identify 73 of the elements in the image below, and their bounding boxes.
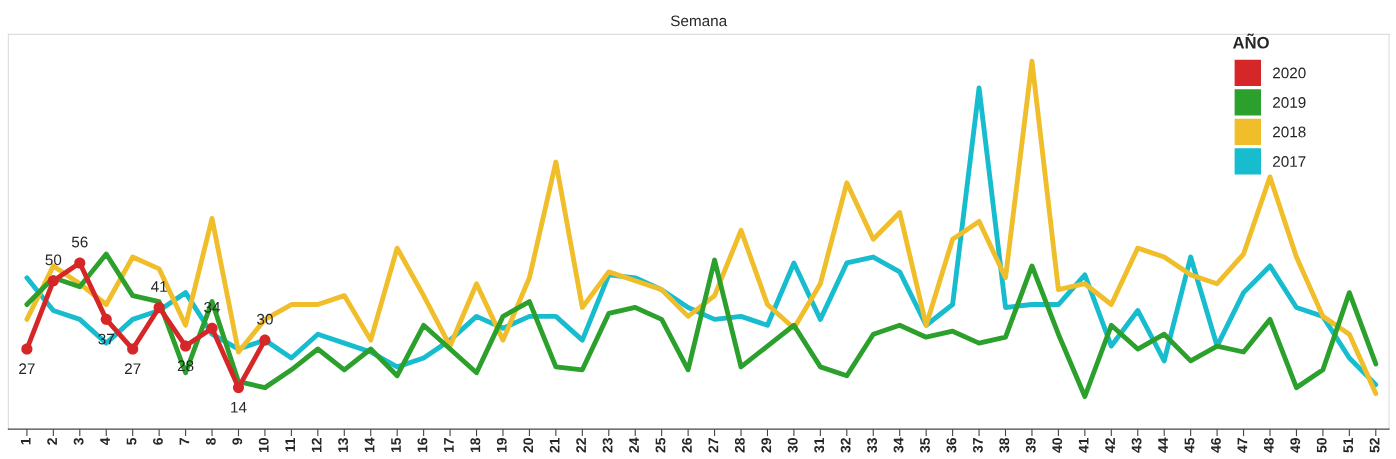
point bbox=[127, 343, 139, 355]
x-tick-label: 15 bbox=[391, 437, 401, 453]
x-tick-label: 47 bbox=[1237, 438, 1248, 453]
x-tick-label: 51 bbox=[1343, 437, 1354, 453]
legend-label: 2020 bbox=[1273, 67, 1306, 79]
data-label: 27 bbox=[19, 363, 35, 374]
x-tick-label: 9 bbox=[232, 438, 243, 445]
x-tick-label: 21 bbox=[549, 437, 560, 453]
x-tick-label: 24 bbox=[629, 437, 639, 453]
data-label: 14 bbox=[231, 402, 247, 413]
x-tick-label: 46 bbox=[1210, 438, 1221, 453]
x-tick-label: 23 bbox=[602, 438, 613, 453]
x-tick-label: 27 bbox=[708, 438, 719, 453]
point bbox=[206, 322, 218, 334]
x-tick-label: 19 bbox=[496, 438, 507, 453]
x-tick-label: 35 bbox=[920, 437, 930, 453]
data-label: 30 bbox=[257, 313, 273, 325]
x-tick-label: 40 bbox=[1052, 438, 1063, 453]
x-tick-label: 34 bbox=[893, 437, 904, 453]
x-tick-label: 39 bbox=[1025, 438, 1036, 453]
x-tick-label: 33 bbox=[867, 438, 878, 453]
point bbox=[259, 334, 271, 346]
x-tick-label: 49 bbox=[1290, 438, 1301, 453]
x-tick-label: 36 bbox=[946, 438, 957, 453]
x-tick-label: 26 bbox=[682, 438, 692, 453]
chart-title: Semana bbox=[670, 15, 728, 27]
x-tick-label: 25 bbox=[655, 437, 666, 453]
legend-label: 2017 bbox=[1273, 156, 1306, 167]
x-tick-label: 31 bbox=[814, 437, 825, 453]
x-tick-label: 48 bbox=[1263, 437, 1274, 453]
x-tick-label: 32 bbox=[840, 438, 851, 453]
data-label: 27 bbox=[124, 363, 141, 374]
x-tick-label: 12 bbox=[311, 438, 322, 453]
point bbox=[100, 313, 112, 325]
data-label: 50 bbox=[45, 254, 62, 266]
point bbox=[180, 340, 192, 352]
legend-label: 2018 bbox=[1273, 126, 1306, 138]
x-tick-label: 20 bbox=[523, 438, 534, 453]
x-tick-label: 45 bbox=[1184, 437, 1195, 453]
x-tick-label: 8 bbox=[205, 437, 216, 445]
x-tick-label: 6 bbox=[153, 438, 163, 445]
x-tick-label: 28 bbox=[734, 437, 745, 453]
x-tick-label: 11 bbox=[285, 437, 295, 452]
x-tick-label: 7 bbox=[179, 438, 190, 445]
x-tick-label: 1 bbox=[20, 437, 31, 445]
x-tick-label: 16 bbox=[417, 438, 428, 453]
x-tick-label: 2 bbox=[47, 438, 57, 445]
x-tick-label: 18 bbox=[470, 437, 481, 453]
x-tick-label: 13 bbox=[338, 438, 349, 453]
data-label: 56 bbox=[71, 236, 88, 248]
x-tick-label: 3 bbox=[73, 438, 84, 445]
point bbox=[21, 343, 33, 355]
point bbox=[74, 257, 86, 269]
x-tick-label: 10 bbox=[258, 438, 269, 453]
x-tick-label: 17 bbox=[444, 438, 454, 453]
legend-label: 2019 bbox=[1273, 97, 1306, 108]
x-tick-label: 22 bbox=[576, 438, 586, 453]
x-tick-label: 44 bbox=[1158, 437, 1168, 453]
x-tick-label: 50 bbox=[1316, 438, 1327, 453]
x-tick-label: 52 bbox=[1369, 438, 1380, 453]
x-tick-label: 43 bbox=[1131, 438, 1142, 453]
x-tick-label: 42 bbox=[1105, 438, 1115, 453]
legend-title: AÑO bbox=[1232, 33, 1269, 49]
x-tick-label: 38 bbox=[999, 437, 1010, 453]
x-tick-label: 5 bbox=[126, 437, 137, 445]
x-tick-label: 37 bbox=[972, 438, 983, 453]
x-tick-label: 41 bbox=[1078, 437, 1089, 453]
x-tick-label: 14 bbox=[364, 437, 375, 453]
x-tick-label: 29 bbox=[761, 438, 772, 453]
point bbox=[153, 301, 165, 314]
x-tick-label: 4 bbox=[100, 437, 110, 446]
point bbox=[47, 275, 59, 287]
x-tick-label: 30 bbox=[787, 438, 798, 453]
